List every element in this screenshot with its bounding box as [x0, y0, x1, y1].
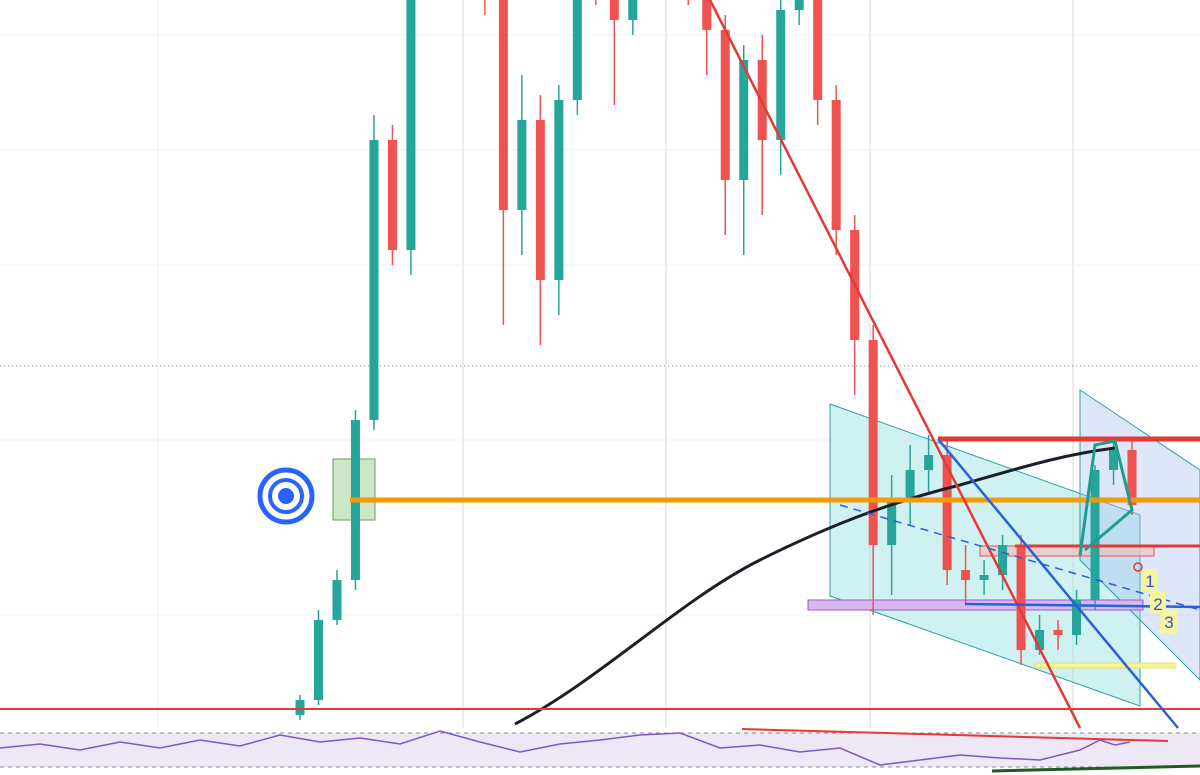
candle-body: [776, 10, 786, 140]
trend-line: [708, 0, 1082, 729]
candle-body: [868, 340, 878, 545]
candle-body: [998, 545, 1008, 575]
marker: [278, 488, 294, 504]
trend-line: [839, 504, 1200, 611]
candle-body: [1035, 630, 1045, 650]
candle-body: [794, 0, 804, 10]
candle-body: [702, 0, 712, 30]
marker: [257, 467, 315, 525]
candle-body: [572, 0, 582, 100]
candle-body: [609, 0, 619, 20]
candle-body: [406, 0, 416, 250]
marker: [1133, 562, 1143, 572]
zone: [1034, 662, 1176, 669]
label-bg: [1142, 569, 1158, 591]
wave-label: 1: [1145, 572, 1154, 591]
candle-body: [628, 0, 638, 20]
candle-body: [887, 500, 897, 545]
label-bg: [1150, 592, 1166, 614]
candle-body: [554, 100, 564, 280]
candle-body: [387, 140, 397, 250]
rsi-pane: [0, 728, 1200, 773]
candle-body: [1127, 450, 1137, 505]
candle-body: [739, 60, 749, 180]
candle-body: [979, 575, 989, 580]
candle-body: [535, 120, 545, 280]
candle-body: [517, 120, 527, 210]
candle-body: [369, 140, 379, 420]
trend-line: [937, 438, 1179, 729]
wave-label: 2: [1153, 595, 1162, 614]
label-bg: [1160, 609, 1178, 633]
candle-body: [332, 580, 342, 620]
candle-body: [924, 455, 934, 470]
moving-average: [514, 446, 1116, 726]
candle-body: [813, 0, 823, 100]
divergence-line: [741, 728, 1169, 742]
candle-body: [1053, 630, 1063, 635]
candle-body: [720, 30, 730, 180]
wave-label: 3: [1164, 613, 1173, 632]
candle-body: [313, 620, 323, 700]
candle-body: [1109, 450, 1119, 470]
candle-body: [942, 455, 952, 570]
rsi-band: [0, 733, 1200, 767]
candle-body: [295, 700, 305, 715]
candle-body: [498, 0, 508, 210]
marker: [268, 478, 304, 514]
rsi-line: [0, 730, 1131, 766]
candle-body: [831, 100, 841, 230]
divergence-line: [991, 764, 1200, 773]
pattern: [1078, 439, 1134, 557]
candle-body: [1016, 545, 1026, 650]
candle-body: [961, 570, 971, 580]
candle-body: [1090, 470, 1100, 600]
candle-body: [1072, 600, 1082, 635]
candle-body: [905, 470, 915, 500]
